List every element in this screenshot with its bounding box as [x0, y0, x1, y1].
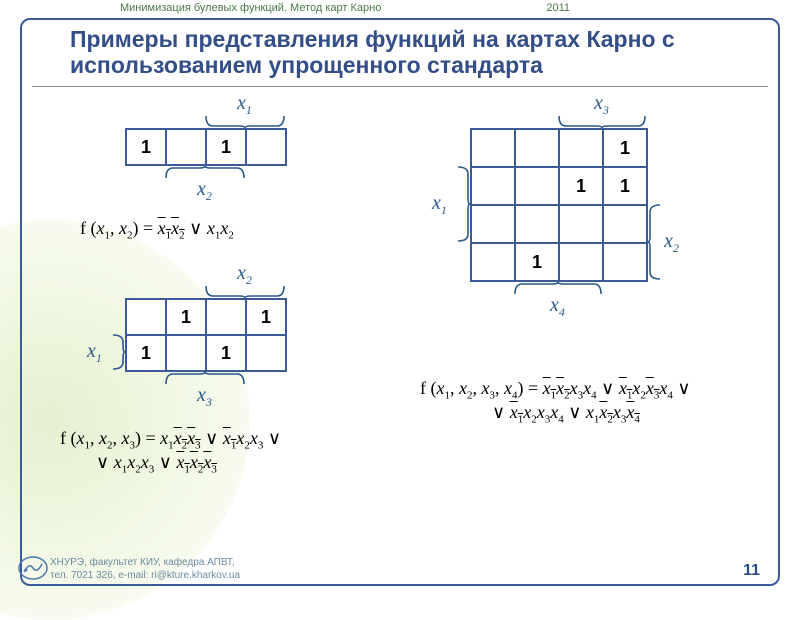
variable-label: x3 — [197, 384, 212, 410]
kmap-3var-cell: 1 — [206, 335, 246, 371]
kmap-2var-cell: 1 — [206, 129, 246, 165]
formula-f1: f (x1, x2) = x1x2 ∨ x1x2 — [80, 218, 234, 242]
kmap-4var-cell — [603, 205, 647, 243]
kmap-4var-cell — [559, 129, 603, 167]
brace — [648, 204, 662, 280]
kmap-4var-cell — [603, 243, 647, 281]
kmap-3var-cell — [166, 335, 206, 371]
kmap-3var-cell — [206, 299, 246, 335]
kmap-4var-cell: 1 — [515, 243, 559, 281]
kmap-3var-cell: 1 — [166, 299, 206, 335]
kmap-2var-cell — [246, 129, 286, 165]
kmap-4var-cell — [471, 243, 515, 281]
kmap-3var: 1111 — [125, 298, 287, 372]
footer-line2: тел. 7021 326, e-mail: ri@kture.kharkov.… — [50, 570, 240, 581]
variable-label: x1 — [432, 192, 447, 218]
kmap-2var-cell — [166, 129, 206, 165]
footer: ХНУРЭ, факультет КИУ, кафедра АПВТ, тел.… — [50, 557, 240, 582]
kmap-4var-cell — [515, 167, 559, 205]
kmap-4var-cell — [559, 243, 603, 281]
variable-label: x2 — [237, 262, 252, 288]
kmap-3var-cell: 1 — [126, 335, 166, 371]
kmap-4var-cell: 1 — [603, 167, 647, 205]
page-number: 11 — [743, 562, 760, 580]
kmap-3var-cell — [126, 299, 166, 335]
kmap-4var-cell — [515, 205, 559, 243]
formula-f2: f (x1, x2, x3) = x1x2x3 ∨ x1x2x3 ∨ ∨ x1x… — [60, 428, 281, 476]
footer-line1: ХНУРЭ, факультет КИУ, кафедра АПВТ, — [50, 557, 235, 568]
header-left: Минимизация булевых функций. Метод карт … — [120, 2, 381, 16]
kmap-4var-cell — [471, 129, 515, 167]
variable-label: x2 — [197, 178, 212, 204]
logo — [18, 556, 48, 580]
content-area: 11x1x21111x2x1x31111x3x1x2x4f (x1, x2) =… — [30, 88, 770, 570]
variable-label: x2 — [664, 230, 679, 256]
kmap-4var-cell: 1 — [603, 129, 647, 167]
kmap-4var-cell — [471, 205, 515, 243]
header-strip: Минимизация булевых функций. Метод карт … — [0, 0, 800, 18]
kmap-4var-cell — [515, 129, 559, 167]
kmap-4var: 1111 — [470, 128, 648, 282]
title-underline — [32, 86, 768, 87]
kmap-3var-cell — [246, 335, 286, 371]
variable-label: x4 — [550, 294, 565, 320]
kmap-4var-cell — [471, 167, 515, 205]
kmap-4var-cell — [559, 205, 603, 243]
slide-title: Примеры представления функций на картах … — [70, 26, 740, 79]
variable-label: x1 — [237, 92, 252, 118]
brace — [456, 166, 470, 242]
variable-label: x1 — [87, 340, 102, 366]
kmap-3var-cell: 1 — [246, 299, 286, 335]
kmap-2var: 11 — [125, 128, 287, 166]
formula-f3: f (x1, x2, x3, x4) = x1x2x3x4 ∨ x1x2x3x4… — [420, 378, 691, 426]
kmap-2var-cell: 1 — [126, 129, 166, 165]
header-right: 2011 — [546, 2, 570, 16]
variable-label: x3 — [594, 92, 609, 118]
kmap-4var-cell: 1 — [559, 167, 603, 205]
brace — [111, 334, 125, 370]
